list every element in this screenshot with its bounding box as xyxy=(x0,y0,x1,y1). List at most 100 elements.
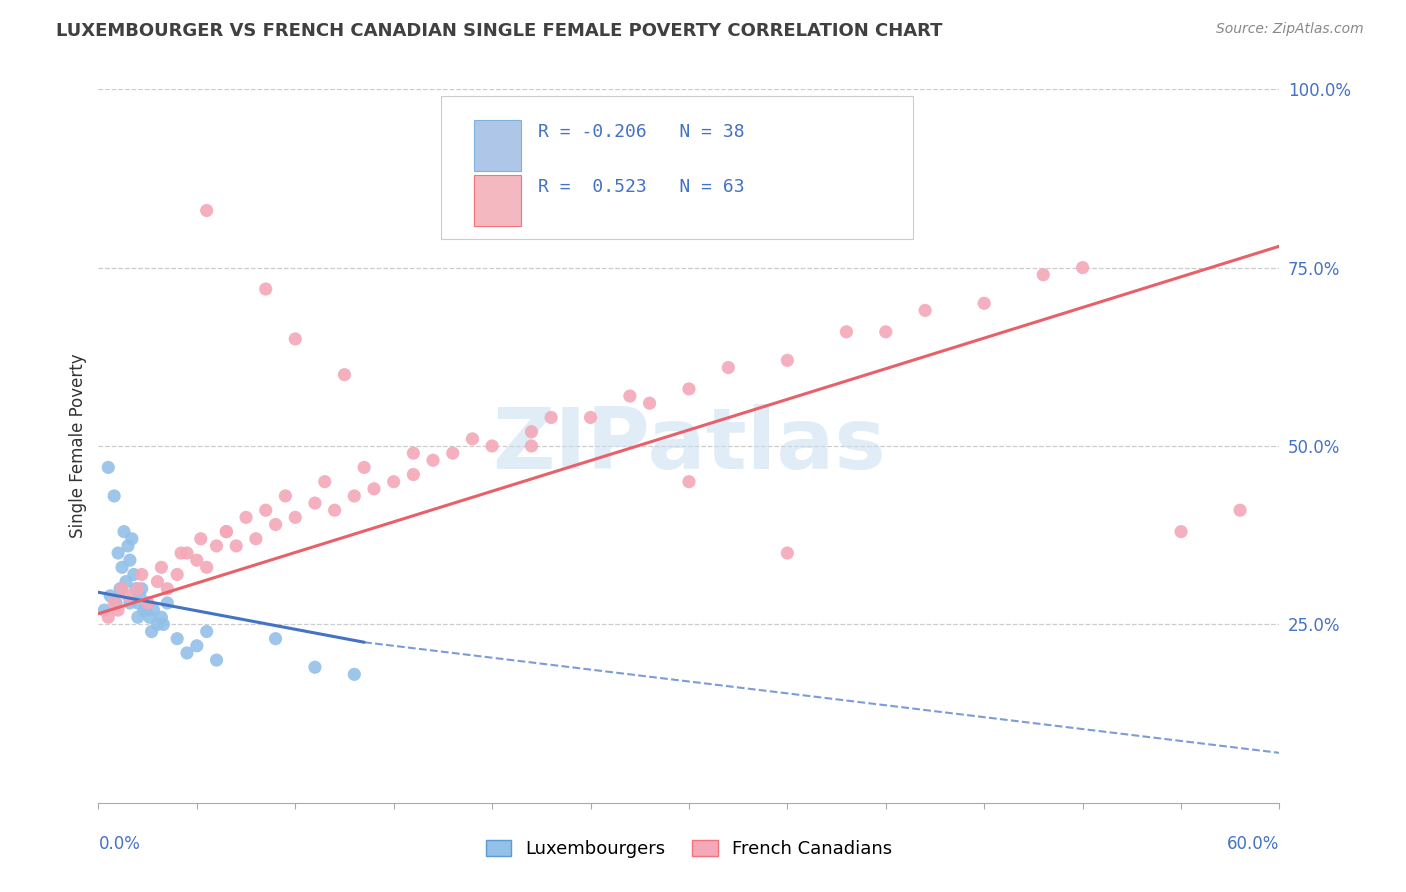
Point xyxy=(152,617,174,632)
Point xyxy=(353,460,375,475)
Point xyxy=(111,582,134,596)
Point xyxy=(619,389,641,403)
FancyBboxPatch shape xyxy=(441,96,914,239)
Point xyxy=(284,510,307,524)
Point xyxy=(678,382,700,396)
Point xyxy=(776,546,799,560)
Point xyxy=(1032,268,1054,282)
Point xyxy=(156,596,179,610)
Point xyxy=(186,639,208,653)
Point xyxy=(363,482,385,496)
Point xyxy=(117,539,139,553)
Point xyxy=(274,489,297,503)
Point xyxy=(131,567,153,582)
Point xyxy=(314,475,336,489)
Point xyxy=(105,596,128,610)
Point xyxy=(103,596,125,610)
Point xyxy=(150,610,173,624)
FancyBboxPatch shape xyxy=(474,120,522,171)
Point xyxy=(973,296,995,310)
Point xyxy=(146,574,169,589)
Legend: Luxembourgers, French Canadians: Luxembourgers, French Canadians xyxy=(478,832,900,865)
Point xyxy=(205,539,228,553)
Point xyxy=(481,439,503,453)
Point xyxy=(382,475,405,489)
Point xyxy=(115,574,138,589)
Point xyxy=(103,489,125,503)
Point xyxy=(93,603,115,617)
Point xyxy=(108,582,131,596)
Point xyxy=(254,282,277,296)
Point xyxy=(422,453,444,467)
Point xyxy=(107,603,129,617)
Point xyxy=(112,524,135,539)
Point xyxy=(638,396,661,410)
Point xyxy=(127,610,149,624)
Point xyxy=(205,653,228,667)
Point xyxy=(717,360,740,375)
Point xyxy=(132,603,155,617)
Text: Source: ZipAtlas.com: Source: ZipAtlas.com xyxy=(1216,22,1364,37)
Point xyxy=(166,632,188,646)
Y-axis label: Single Female Poverty: Single Female Poverty xyxy=(69,354,87,538)
Point xyxy=(225,539,247,553)
Point xyxy=(284,332,307,346)
Point xyxy=(176,546,198,560)
Point xyxy=(441,446,464,460)
Point xyxy=(136,596,159,610)
Point xyxy=(245,532,267,546)
Point xyxy=(142,603,165,617)
Point xyxy=(1229,503,1251,517)
Point xyxy=(323,503,346,517)
Point xyxy=(520,425,543,439)
Point xyxy=(166,567,188,582)
Point xyxy=(678,475,700,489)
Point xyxy=(914,303,936,318)
Point xyxy=(121,532,143,546)
Point xyxy=(131,582,153,596)
Point xyxy=(264,632,287,646)
Point xyxy=(579,410,602,425)
Point xyxy=(195,560,218,574)
Point xyxy=(520,439,543,453)
Point xyxy=(98,589,121,603)
Point xyxy=(254,503,277,517)
Text: LUXEMBOURGER VS FRENCH CANADIAN SINGLE FEMALE POVERTY CORRELATION CHART: LUXEMBOURGER VS FRENCH CANADIAN SINGLE F… xyxy=(56,22,943,40)
Point xyxy=(402,467,425,482)
Point xyxy=(127,596,149,610)
Point xyxy=(176,646,198,660)
Point xyxy=(875,325,897,339)
Point xyxy=(402,446,425,460)
Point xyxy=(111,560,134,574)
Point xyxy=(125,582,148,596)
FancyBboxPatch shape xyxy=(474,175,522,227)
Point xyxy=(304,496,326,510)
Point xyxy=(776,353,799,368)
Point xyxy=(195,203,218,218)
Point xyxy=(118,596,141,610)
Point xyxy=(118,553,141,567)
Text: R =  0.523   N = 63: R = 0.523 N = 63 xyxy=(537,178,744,196)
Point xyxy=(540,410,562,425)
Point xyxy=(195,624,218,639)
Point xyxy=(343,489,366,503)
Text: ZIPatlas: ZIPatlas xyxy=(492,404,886,488)
Point xyxy=(150,560,173,574)
Point xyxy=(215,524,238,539)
Point xyxy=(835,325,858,339)
Point xyxy=(170,546,193,560)
Point xyxy=(97,610,120,624)
Point xyxy=(156,582,179,596)
Point xyxy=(190,532,212,546)
Point xyxy=(235,510,257,524)
Point xyxy=(1170,524,1192,539)
Point xyxy=(117,589,139,603)
Point xyxy=(127,582,149,596)
Point xyxy=(135,603,157,617)
Point xyxy=(1071,260,1094,275)
Point xyxy=(461,432,484,446)
Point xyxy=(215,524,238,539)
Text: R = -0.206   N = 38: R = -0.206 N = 38 xyxy=(537,123,744,141)
Point xyxy=(343,667,366,681)
Point xyxy=(136,596,159,610)
